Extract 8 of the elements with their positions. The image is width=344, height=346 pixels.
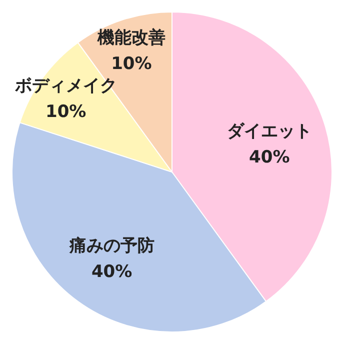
data-label: 10% [46, 102, 86, 122]
slice-label: 機能改善 [96, 27, 166, 48]
data-label: 40% [249, 147, 290, 168]
data-label: 40% [91, 262, 132, 282]
data-label: 10% [111, 54, 152, 74]
slice-label: 痛みの予防 [68, 236, 154, 256]
slice-label: ボディメイク [14, 76, 117, 96]
slice-label: ダイエット [226, 121, 312, 142]
